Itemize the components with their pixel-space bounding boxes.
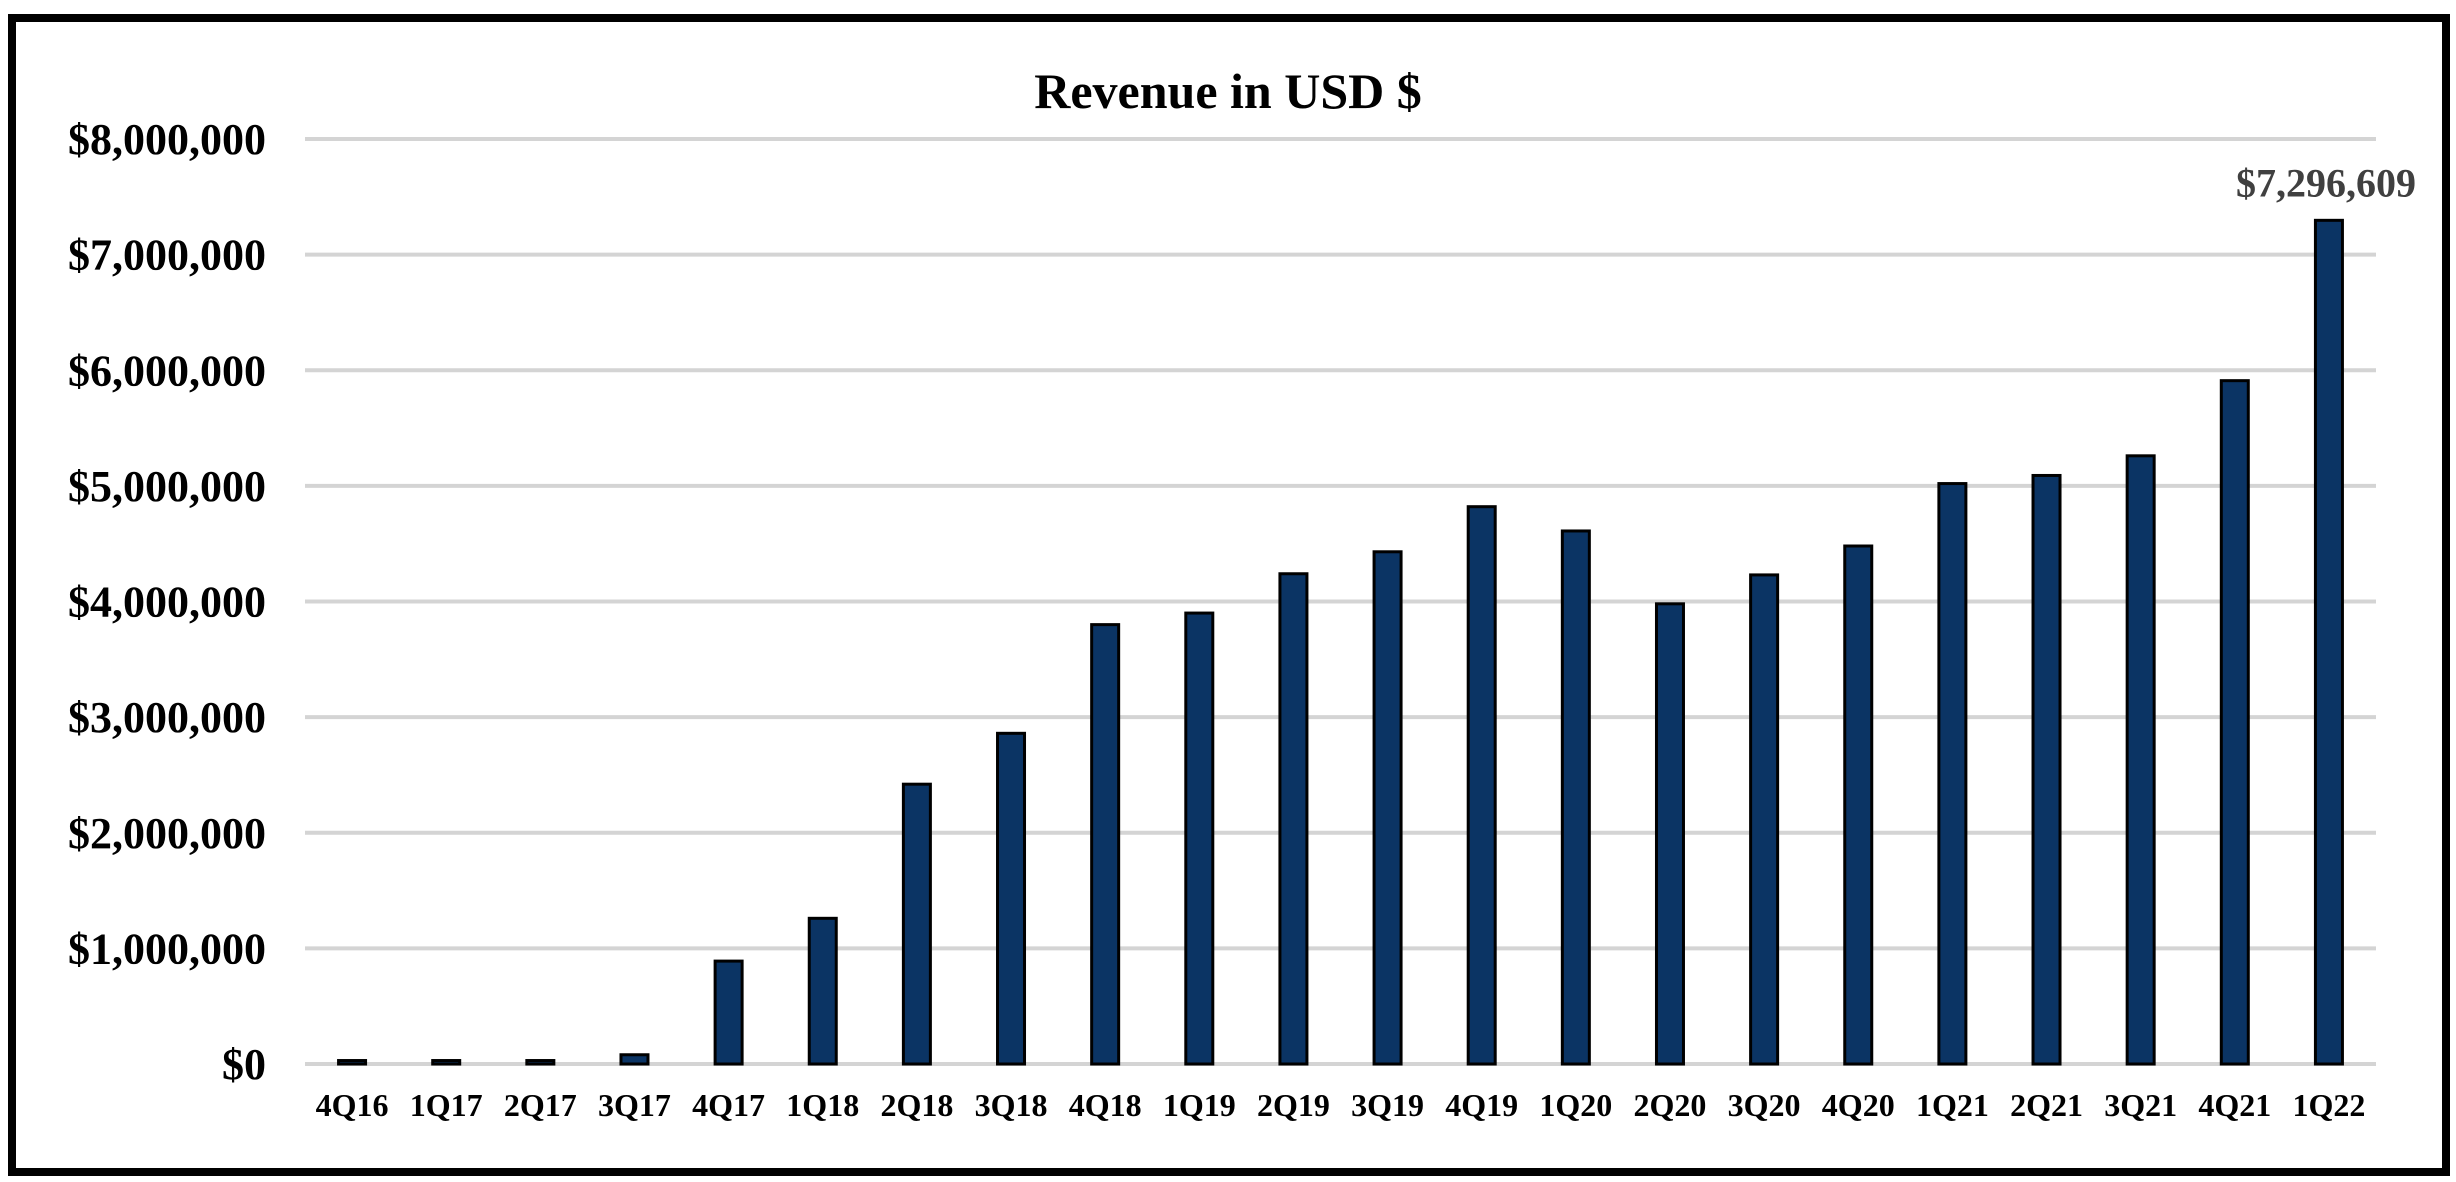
bar-4q19	[1466, 505, 1497, 1066]
bar-1q21	[1937, 482, 1968, 1066]
x-tick-label: 4Q19	[1445, 1087, 1518, 1123]
x-tick-label: 3Q21	[2104, 1087, 2177, 1123]
x-tick-label: 4Q20	[1822, 1087, 1895, 1123]
bar-1q19	[1184, 611, 1215, 1066]
bar-4q16	[337, 1059, 368, 1066]
bar-1q17	[431, 1059, 462, 1066]
bar-4q20	[1843, 544, 1874, 1066]
x-tick-label: 2Q19	[1257, 1087, 1330, 1123]
x-axis-tick-labels: 4Q16 1Q17 2Q17 3Q17 4Q17 1Q18 2Q18 3Q18 4Q18 1Q19…	[316, 1087, 2366, 1123]
x-tick-label: 1Q22	[2292, 1087, 2365, 1123]
bar-1q20	[1560, 529, 1591, 1066]
y-tick-label: $8,000,000	[68, 115, 266, 164]
y-tick-label: $7,000,000	[68, 231, 266, 280]
bar-3q19	[1372, 550, 1403, 1066]
y-tick-label: $6,000,000	[68, 346, 266, 395]
x-tick-label: 1Q20	[1539, 1087, 1612, 1123]
bars	[337, 218, 2344, 1066]
bar-1q18	[807, 916, 838, 1066]
x-tick-label: 1Q18	[786, 1087, 859, 1123]
chart-title: Revenue in USD $	[1034, 63, 1422, 119]
x-tick-label: 2Q18	[880, 1087, 953, 1123]
bar-2q21	[2031, 473, 2062, 1066]
data-label: $7,296,609	[2236, 160, 2416, 205]
y-tick-label: $0	[222, 1040, 266, 1089]
bar-2q17	[525, 1059, 556, 1066]
x-tick-label: 2Q21	[2010, 1087, 2083, 1123]
x-tick-label: 3Q19	[1351, 1087, 1424, 1123]
x-tick-label: 4Q17	[692, 1087, 765, 1123]
bar-4q21	[2219, 379, 2250, 1066]
bar-2q18	[901, 782, 932, 1066]
y-axis-tick-labels: $0 $1,000,000 $2,000,000 $3,000,000 $4,000,0…	[68, 115, 266, 1089]
x-tick-label: 3Q18	[975, 1087, 1048, 1123]
bar-2q19	[1278, 572, 1309, 1066]
bar-3q17	[619, 1053, 650, 1066]
y-tick-label: $5,000,000	[68, 462, 266, 511]
bar-4q17	[713, 959, 744, 1066]
x-tick-label: 4Q16	[316, 1087, 389, 1123]
gridlines	[305, 137, 2376, 1066]
x-tick-label: 1Q21	[1916, 1087, 1989, 1123]
bar-3q18	[996, 731, 1027, 1066]
bar-4q18	[1090, 623, 1121, 1066]
x-tick-label: 1Q17	[410, 1087, 483, 1123]
x-tick-label: 4Q21	[2198, 1087, 2271, 1123]
bar-1q22	[2313, 218, 2344, 1066]
x-tick-label: 1Q19	[1163, 1087, 1236, 1123]
x-tick-label: 2Q20	[1634, 1087, 1707, 1123]
x-tick-label: 4Q18	[1069, 1087, 1142, 1123]
y-tick-label: $1,000,000	[68, 924, 266, 973]
x-tick-label: 2Q17	[504, 1087, 577, 1123]
y-tick-label: $2,000,000	[68, 809, 266, 858]
x-tick-label: 3Q20	[1728, 1087, 1801, 1123]
bar-3q21	[2125, 454, 2156, 1066]
x-tick-label: 3Q17	[598, 1087, 671, 1123]
y-tick-label: $3,000,000	[68, 693, 266, 742]
data-labels: $7,296,609	[2236, 160, 2416, 205]
y-tick-label: $4,000,000	[68, 578, 266, 627]
bar-2q20	[1654, 602, 1685, 1066]
bar-3q20	[1749, 573, 1780, 1066]
